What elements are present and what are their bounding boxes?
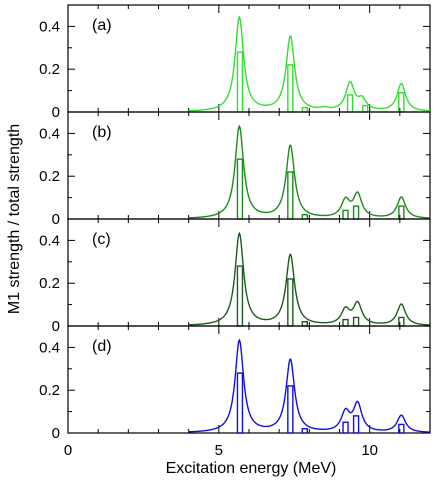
strength-bar [342, 421, 349, 434]
strength-bar [236, 51, 244, 113]
strength-bar [352, 316, 360, 327]
strength-curve [188, 124, 431, 219]
y-tick-label: 0.4 [39, 18, 60, 35]
panel-frame [67, 218, 431, 327]
strength-bar [287, 385, 294, 434]
strength-bar [287, 64, 294, 113]
y-tick-label: 0.4 [39, 232, 60, 249]
strength-bar [287, 171, 294, 220]
panel-frame [67, 4, 431, 113]
strength-bar [236, 372, 244, 434]
y-tick-label: 0.2 [39, 382, 60, 399]
strength-curve [188, 15, 431, 112]
strength-curve [188, 231, 431, 326]
panel-d: 0 0.2 0.4 (d) [39, 325, 431, 442]
y-tick-label: 0.2 [39, 168, 60, 185]
panel-tag: (a) [92, 17, 112, 34]
strength-bar [398, 423, 405, 434]
panel-tag: (d) [92, 338, 112, 355]
x-axis-title: Excitation energy (MeV) [166, 460, 337, 477]
x-tick-label: 10 [361, 442, 378, 459]
panel-tag: (c) [92, 231, 111, 248]
y-tick-label: 0.2 [39, 61, 60, 78]
x-tick-label: 5 [215, 442, 223, 459]
panels: 0 0.2 0.4 (a) 0 0.2 0.4 (b) 0 0.2 0.4 (c) 0 0.2 0.4 (d)… [39, 4, 431, 459]
strength-bar [301, 214, 309, 220]
y-tick-label: 0 [52, 104, 60, 121]
strength-bar [301, 428, 309, 434]
y-tick-label: 0 [52, 318, 60, 335]
y-axis-title: M1 strength / total strength [6, 124, 23, 314]
x-tick-label: 0 [64, 442, 72, 459]
y-tick-label: 0 [52, 211, 60, 228]
panel-c: 0 0.2 0.4 (c) [39, 218, 431, 335]
y-tick-label: 0 [52, 425, 60, 442]
strength-bar [236, 158, 244, 220]
panel-frame [67, 325, 431, 434]
strength-bar [352, 415, 360, 434]
panel-tag: (b) [92, 124, 112, 141]
strength-bar [352, 205, 360, 220]
strength-bar [361, 104, 369, 113]
panel-b: 0 0.2 0.4 (b) [39, 111, 431, 228]
strength-bar [342, 209, 349, 220]
panel-frame [67, 111, 431, 220]
y-tick-label: 0.2 [39, 275, 60, 292]
strength-bar [342, 318, 349, 327]
strength-bar [301, 321, 309, 327]
strength-bar [346, 94, 354, 113]
y-tick-label: 0.4 [39, 125, 60, 142]
strength-bar [287, 278, 294, 327]
panel-a: 0 0.2 0.4 (a) [39, 4, 431, 121]
y-tick-label: 0.4 [39, 339, 60, 356]
strength-curve [188, 338, 431, 433]
strength-bar [301, 107, 309, 113]
strength-bar [236, 265, 244, 327]
